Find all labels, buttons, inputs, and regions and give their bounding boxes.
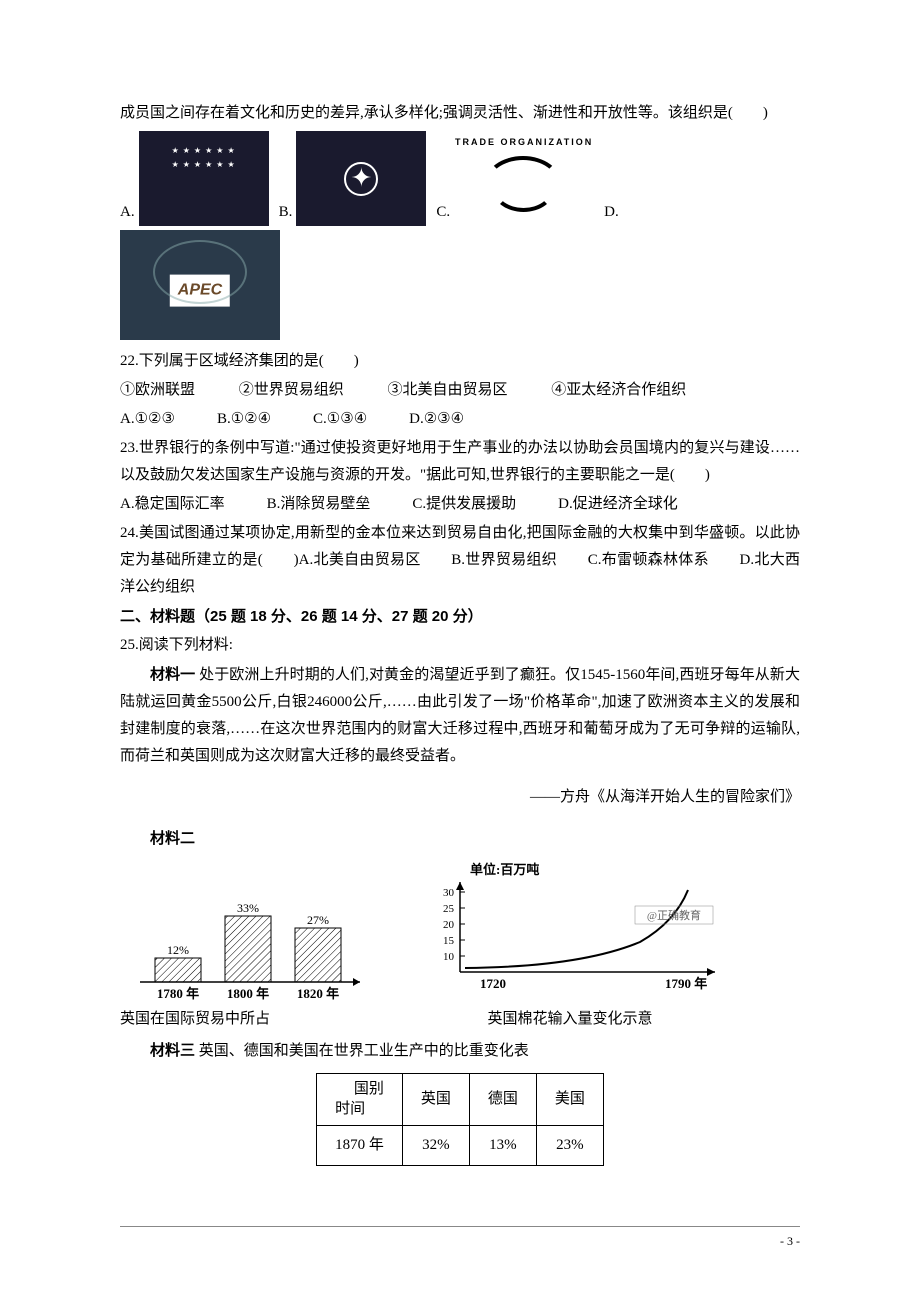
material3: 材料三 英国、德国和美国在世界工业生产中的比重变化表: [120, 1037, 800, 1065]
chart2-cotton: 单位:百万吨 30 25 20 15 10 1720 1790 年 @正确教育 …: [410, 862, 730, 1033]
q23-d: D.促进经济全球化: [558, 491, 678, 518]
c2-t20: 20: [443, 919, 455, 931]
c1-v3: 27%: [307, 913, 329, 927]
q22-c: C.①③④: [313, 406, 367, 433]
material3-text: 英国、德国和美国在世界工业生产中的比重变化表: [195, 1043, 529, 1059]
th-us: 美国: [536, 1074, 603, 1126]
q23-stem: 23.世界银行的条例中写道:"通过使投资更好地用于生产事业的办法以协助会员国境内…: [120, 435, 800, 489]
c2-t30: 30: [443, 887, 455, 899]
q22-stem: 22.下列属于区域经济集团的是( ): [120, 348, 800, 375]
nato-flag-image: [296, 131, 426, 226]
wto-text: TRADE ORGANIZATION: [454, 134, 594, 150]
material2-label: 材料二: [120, 825, 800, 852]
r1-uk: 32%: [402, 1126, 469, 1166]
c1-v1: 12%: [167, 943, 189, 957]
q22-b: B.①②④: [217, 406, 271, 433]
page-footer: - 3 -: [120, 1226, 800, 1253]
th-uk: 英国: [402, 1074, 469, 1126]
opt-c-letter: C.: [436, 199, 450, 226]
opt-d-letter: D.: [604, 199, 619, 226]
q23-choices: A.稳定国际汇率 B.消除贸易壁垒 C.提供发展援助 D.促进经济全球化: [120, 491, 800, 518]
c2-t15: 15: [443, 935, 455, 947]
eu-flag-image: [139, 131, 269, 226]
c2-x0: 1720: [480, 976, 506, 991]
charts-row: 12% 33% 27% 1780 年 1800 年 1820 年 英国在国际贸易…: [120, 862, 800, 1033]
wto-logo-image: TRADE ORGANIZATION: [454, 131, 594, 226]
r1-us: 23%: [536, 1126, 603, 1166]
q23-a: A.稳定国际汇率: [120, 491, 225, 518]
opt-b-letter: B.: [279, 199, 293, 226]
q24-stem: 24.美国试图通过某项协定,用新型的金本位来达到贸易自由化,把国际金融的大权集中…: [120, 520, 800, 601]
chart2-caption: 英国棉花输入量变化示意: [410, 1006, 730, 1033]
q22-item1: ①欧洲联盟: [120, 382, 195, 398]
r1-year: 1870 年: [317, 1126, 403, 1166]
q25-head: 25.阅读下列材料:: [120, 632, 800, 659]
c2-x1: 1790 年: [665, 976, 707, 991]
q23-c: C.提供发展援助: [412, 491, 516, 518]
q22-item2: ②世界贸易组织: [239, 382, 344, 398]
c2-unit: 单位:百万吨: [470, 862, 539, 877]
q22-a: A.①②③: [120, 406, 175, 433]
section2-heading: 二、材料题（25 题 18 分、26 题 14 分、27 题 20 分）: [120, 603, 800, 630]
industry-table: 国别 时间 英国 德国 美国 1870 年 32% 13% 23%: [316, 1073, 604, 1166]
q21-continuation: 成员国之间存在着文化和历史的差异,承认多样化;强调灵活性、渐进性和开放性等。该组…: [120, 100, 800, 127]
q22-d: D.②③④: [409, 406, 464, 433]
c2-t25: 25: [443, 903, 455, 915]
opt-a-letter: A.: [120, 199, 135, 226]
r1-de: 13%: [469, 1126, 536, 1166]
chart1-trade: 12% 33% 27% 1780 年 1800 年 1820 年 英国在国际贸易…: [120, 882, 370, 1033]
c1-y1: 1780 年: [157, 986, 199, 1001]
material3-label: 材料三: [150, 1042, 195, 1059]
table-row: 1870 年 32% 13% 23%: [317, 1126, 604, 1166]
material1-source: ——方舟《从海洋开始人生的冒险家们》: [120, 784, 800, 811]
q22-items: ①欧洲联盟 ②世界贸易组织 ③北美自由贸易区 ④亚太经济合作组织: [120, 377, 800, 404]
c1-y2: 1800 年: [227, 986, 269, 1001]
c1-v2: 33%: [237, 901, 259, 915]
material1-label: 材料一: [150, 666, 195, 683]
th-de: 德国: [469, 1074, 536, 1126]
c1-y3: 1820 年: [297, 986, 339, 1001]
material1: 材料一 处于欧洲上升时期的人们,对黄金的渴望近乎到了癫狂。仅1545-1560年…: [120, 661, 800, 770]
q22-item4: ④亚太经济合作组织: [551, 382, 686, 398]
th-country-time: 国别 时间: [317, 1074, 403, 1126]
q21-option-d-image: [120, 230, 800, 340]
q22-choices: A.①②③ B.①②④ C.①③④ D.②③④: [120, 406, 800, 433]
chart1-caption: 英国在国际贸易中所占: [120, 1006, 370, 1033]
material1-text: 处于欧洲上升时期的人们,对黄金的渴望近乎到了癫狂。仅1545-1560年间,西班…: [120, 667, 800, 764]
q21-options-row1: A. B. C. TRADE ORGANIZATION D.: [120, 131, 800, 226]
c2-wm: @正确教育: [647, 908, 701, 922]
c2-t10: 10: [443, 951, 455, 963]
q22-item3: ③北美自由贸易区: [388, 382, 508, 398]
apec-logo-image: [120, 230, 280, 340]
q23-b: B.消除贸易壁垒: [267, 491, 371, 518]
